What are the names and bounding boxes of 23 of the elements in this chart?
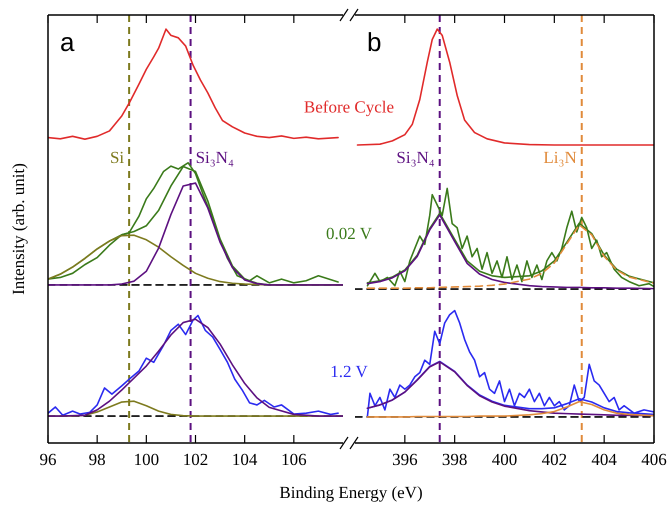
x-tick-label: 104 — [232, 450, 258, 469]
ref-line-label: Si₃N₄ — [396, 148, 435, 167]
series-label: Before Cycle — [304, 98, 394, 117]
x-tick-label: 402 — [542, 450, 568, 469]
x-tick-label: 398 — [442, 450, 468, 469]
series-label: 0.02 V — [326, 224, 373, 243]
ref-line-label: Si₃N₄ — [196, 148, 234, 167]
series-label: 1.2 V — [330, 362, 368, 382]
y-axis-title: Intensity (arb. unit) — [9, 163, 28, 295]
ref-line-label: Si — [110, 148, 124, 167]
x-tick-label: 396 — [392, 450, 418, 469]
annotation: a — [60, 27, 75, 57]
ref-line-label: Li₃N — [543, 148, 577, 167]
x-tick-label: 98 — [88, 450, 106, 469]
x-tick-label: 100 — [134, 450, 160, 469]
x-tick-label: 406 — [641, 450, 667, 469]
x-tick-label: 96 — [40, 450, 56, 469]
x-tick-label: 400 — [492, 450, 518, 469]
x-tick-label: 106 — [281, 450, 307, 469]
annotation: b — [367, 27, 382, 57]
x-tick-label: 404 — [591, 450, 618, 469]
x-axis-title: Binding Energy (eV) — [279, 483, 423, 502]
x-tick-label: 102 — [182, 450, 208, 469]
